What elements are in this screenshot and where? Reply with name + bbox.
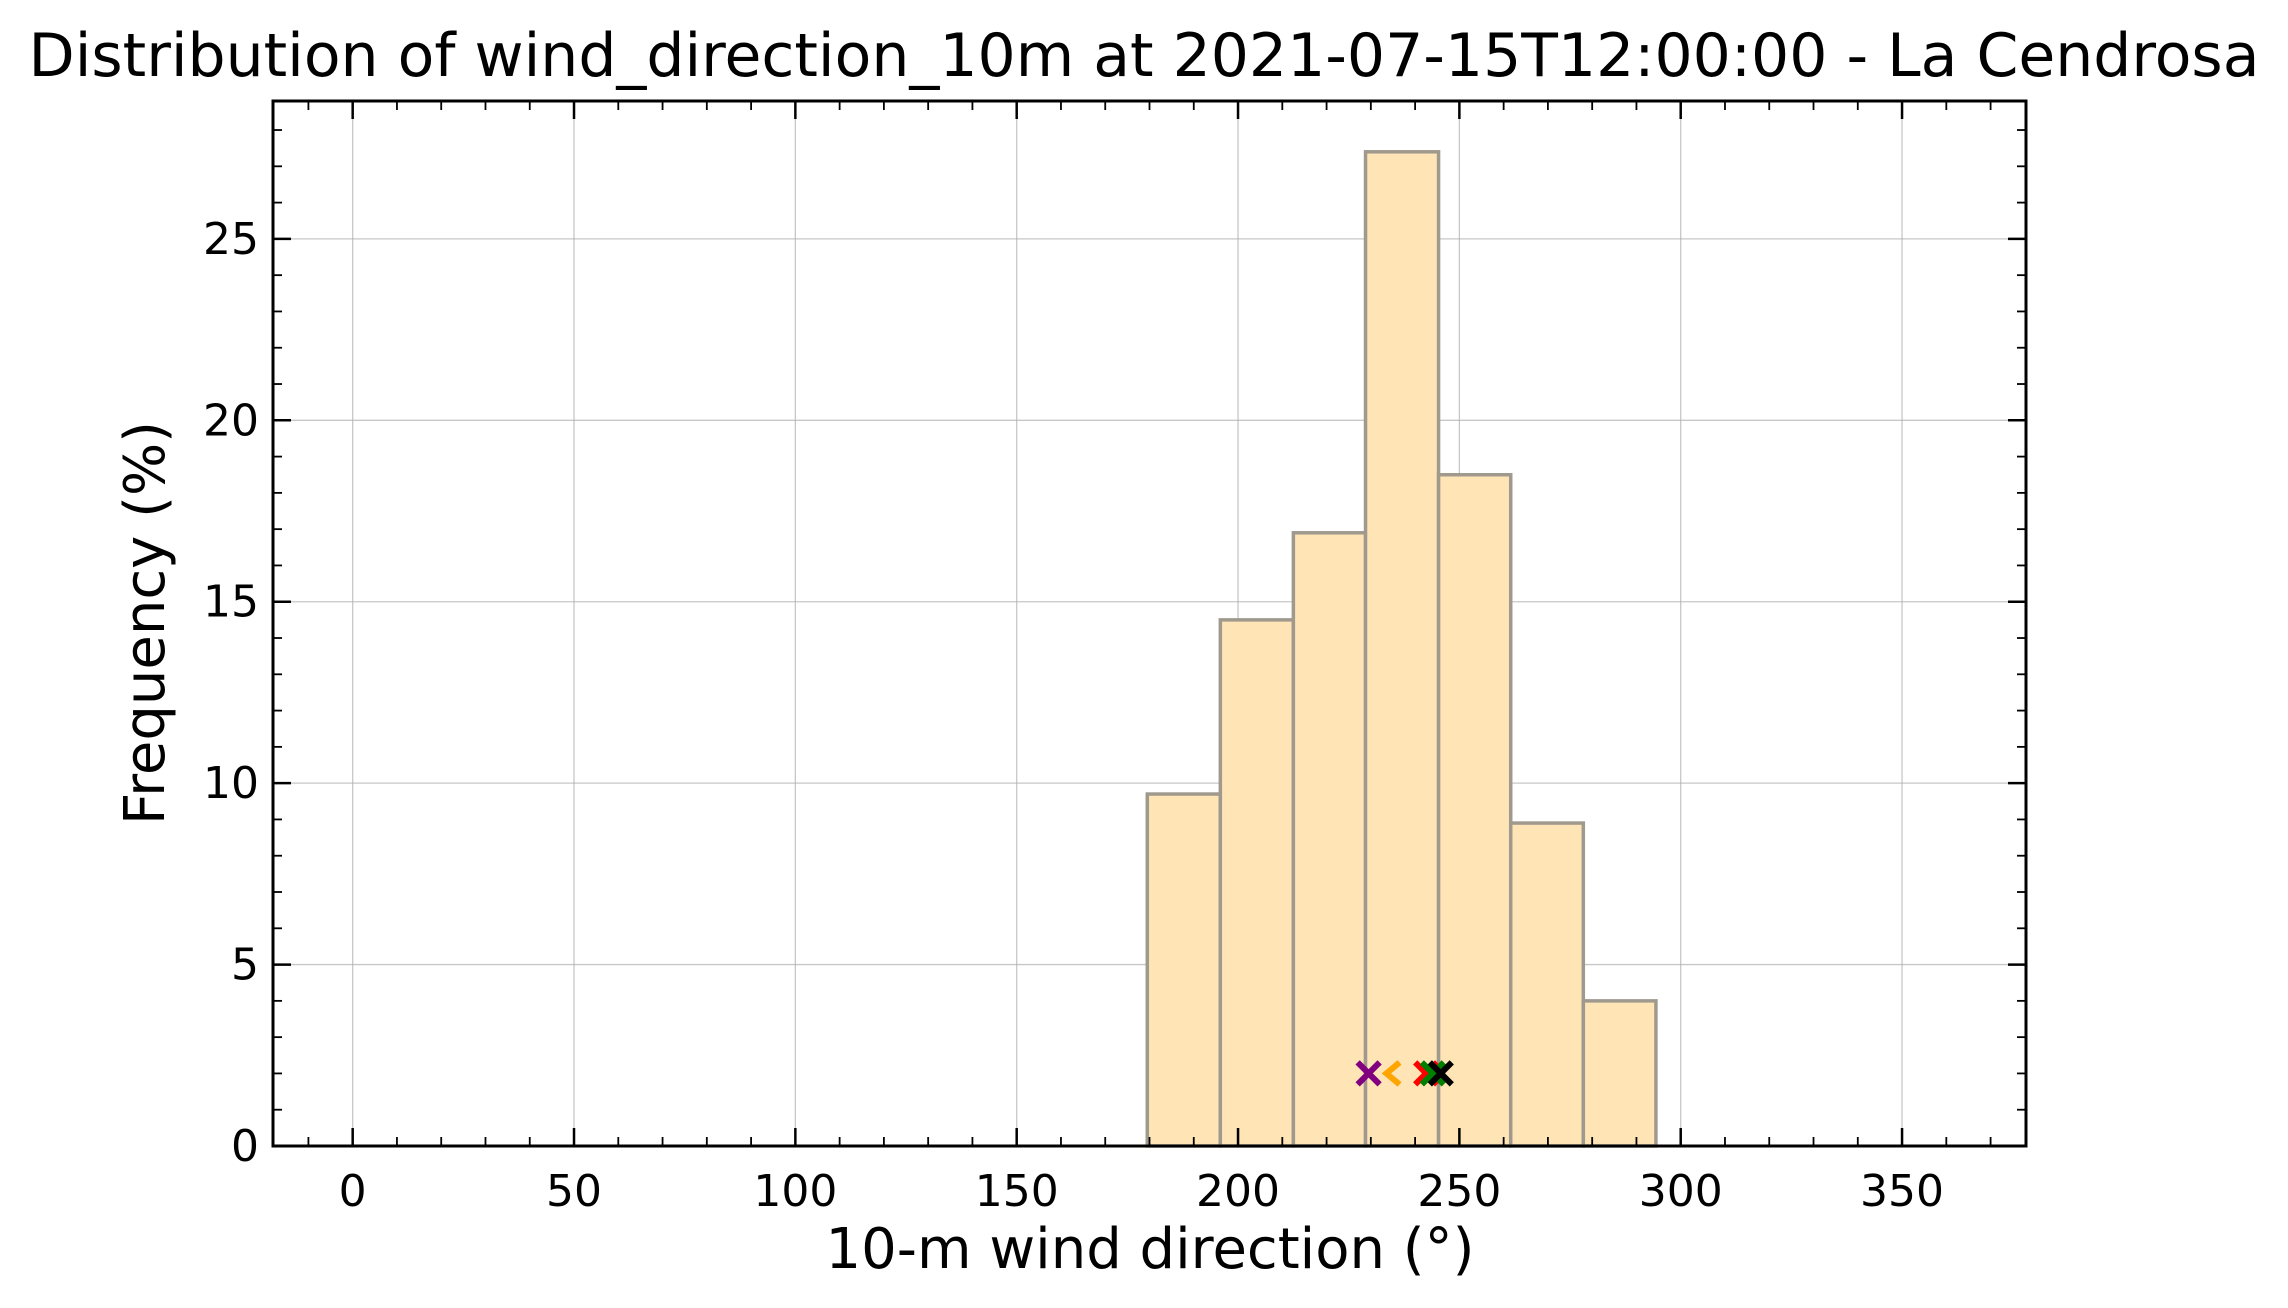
y-tick-label: 10 — [203, 758, 259, 809]
histogram-bar — [1508, 821, 1586, 1148]
x-tick-labels: 0 50 100 150 200 250 300 350 — [339, 1166, 1944, 1217]
y-tick-label: 25 — [203, 214, 259, 265]
histogram-bar — [1436, 472, 1513, 1148]
statistic-markers — [1355, 1060, 1454, 1087]
stat-marker — [1419, 1060, 1446, 1087]
x-tick-label: 300 — [1639, 1166, 1723, 1217]
stat-marker — [1355, 1060, 1382, 1087]
histogram-bar — [1145, 792, 1223, 1148]
histogram-bars — [1145, 150, 1658, 1148]
chart-title: Distribution of wind_direction_10m at 20… — [29, 21, 2260, 91]
histogram-bar — [1218, 618, 1296, 1148]
x-tick-label: 250 — [1417, 1166, 1501, 1217]
y-tick-labels: 0 5 10 15 20 25 — [203, 214, 259, 1172]
x-tick-label: 200 — [1196, 1166, 1280, 1217]
x-tick-label: 0 — [339, 1166, 367, 1217]
stat-marker — [1427, 1060, 1454, 1087]
histogram-bar — [1363, 150, 1441, 1148]
axis-ticks — [273, 101, 2026, 1148]
y-tick-label: 15 — [203, 577, 259, 628]
histogram-bar — [1291, 531, 1368, 1148]
x-tick-label: 100 — [753, 1166, 837, 1217]
stat-marker — [1381, 1060, 1402, 1087]
y-tick-label: 20 — [203, 395, 259, 446]
x-tick-label: 150 — [975, 1166, 1059, 1217]
y-axis-label: Frequency (%) — [113, 421, 178, 825]
x-axis-label: 10-m wind direction (°) — [826, 1217, 1475, 1282]
y-tick-label: 0 — [231, 1121, 259, 1172]
histogram-bar — [1581, 999, 1658, 1148]
x-tick-label: 350 — [1860, 1166, 1944, 1217]
y-tick-label: 5 — [231, 940, 259, 991]
x-tick-label: 50 — [546, 1166, 602, 1217]
